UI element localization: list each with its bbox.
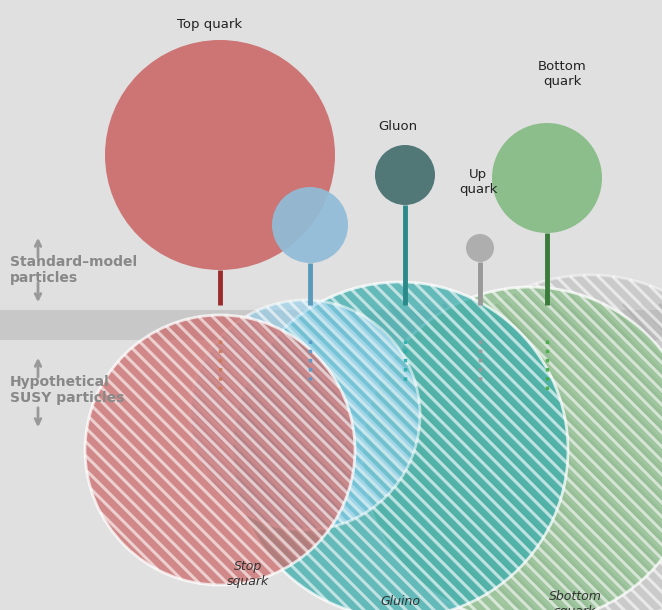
Text: Top quark: Top quark <box>177 18 242 31</box>
Text: Gluino: Gluino <box>380 595 420 608</box>
Circle shape <box>415 275 662 610</box>
Circle shape <box>272 187 348 263</box>
Circle shape <box>492 123 602 233</box>
Text: Stop
squark: Stop squark <box>227 560 269 588</box>
Text: Hypothetical
SUSY particles: Hypothetical SUSY particles <box>10 375 124 405</box>
Bar <box>0 305 662 340</box>
Circle shape <box>362 287 662 610</box>
Circle shape <box>466 234 494 262</box>
Text: Up
quark: Up quark <box>459 168 497 196</box>
Text: Bottom
quark: Bottom quark <box>538 60 587 88</box>
Circle shape <box>232 282 568 610</box>
Text: Sbottom
squark: Sbottom squark <box>549 590 602 610</box>
Bar <box>0 305 662 310</box>
Text: Gluon: Gluon <box>379 120 418 133</box>
Circle shape <box>375 145 435 205</box>
Circle shape <box>85 315 355 585</box>
Circle shape <box>105 40 335 270</box>
Circle shape <box>190 300 420 530</box>
Text: Standard–model
particles: Standard–model particles <box>10 255 137 285</box>
